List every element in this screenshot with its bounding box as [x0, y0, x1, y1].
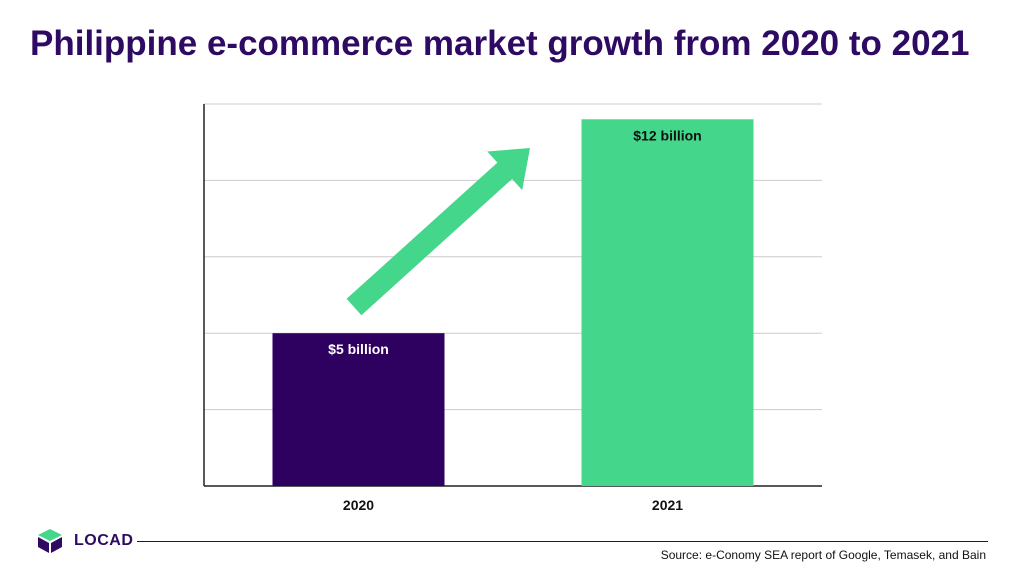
chart-title: Philippine e-commerce market growth from… — [30, 24, 970, 63]
bar-2021 — [581, 119, 754, 486]
growth-arrow — [346, 148, 530, 316]
source-note: Source: e-Conomy SEA report of Google, T… — [660, 548, 986, 562]
locad-cube-icon — [38, 529, 62, 553]
footer-divider — [137, 541, 988, 542]
brand-name: LOCAD — [74, 532, 134, 549]
data-label-2020: $5 billion — [328, 341, 389, 357]
x-tick-label-2020: 2020 — [343, 497, 374, 513]
data-label-2021: $12 billion — [633, 127, 701, 143]
x-tick-label-2021: 2021 — [652, 497, 683, 513]
bar-2020 — [272, 333, 445, 486]
brand-logo: LOCAD — [36, 528, 133, 554]
